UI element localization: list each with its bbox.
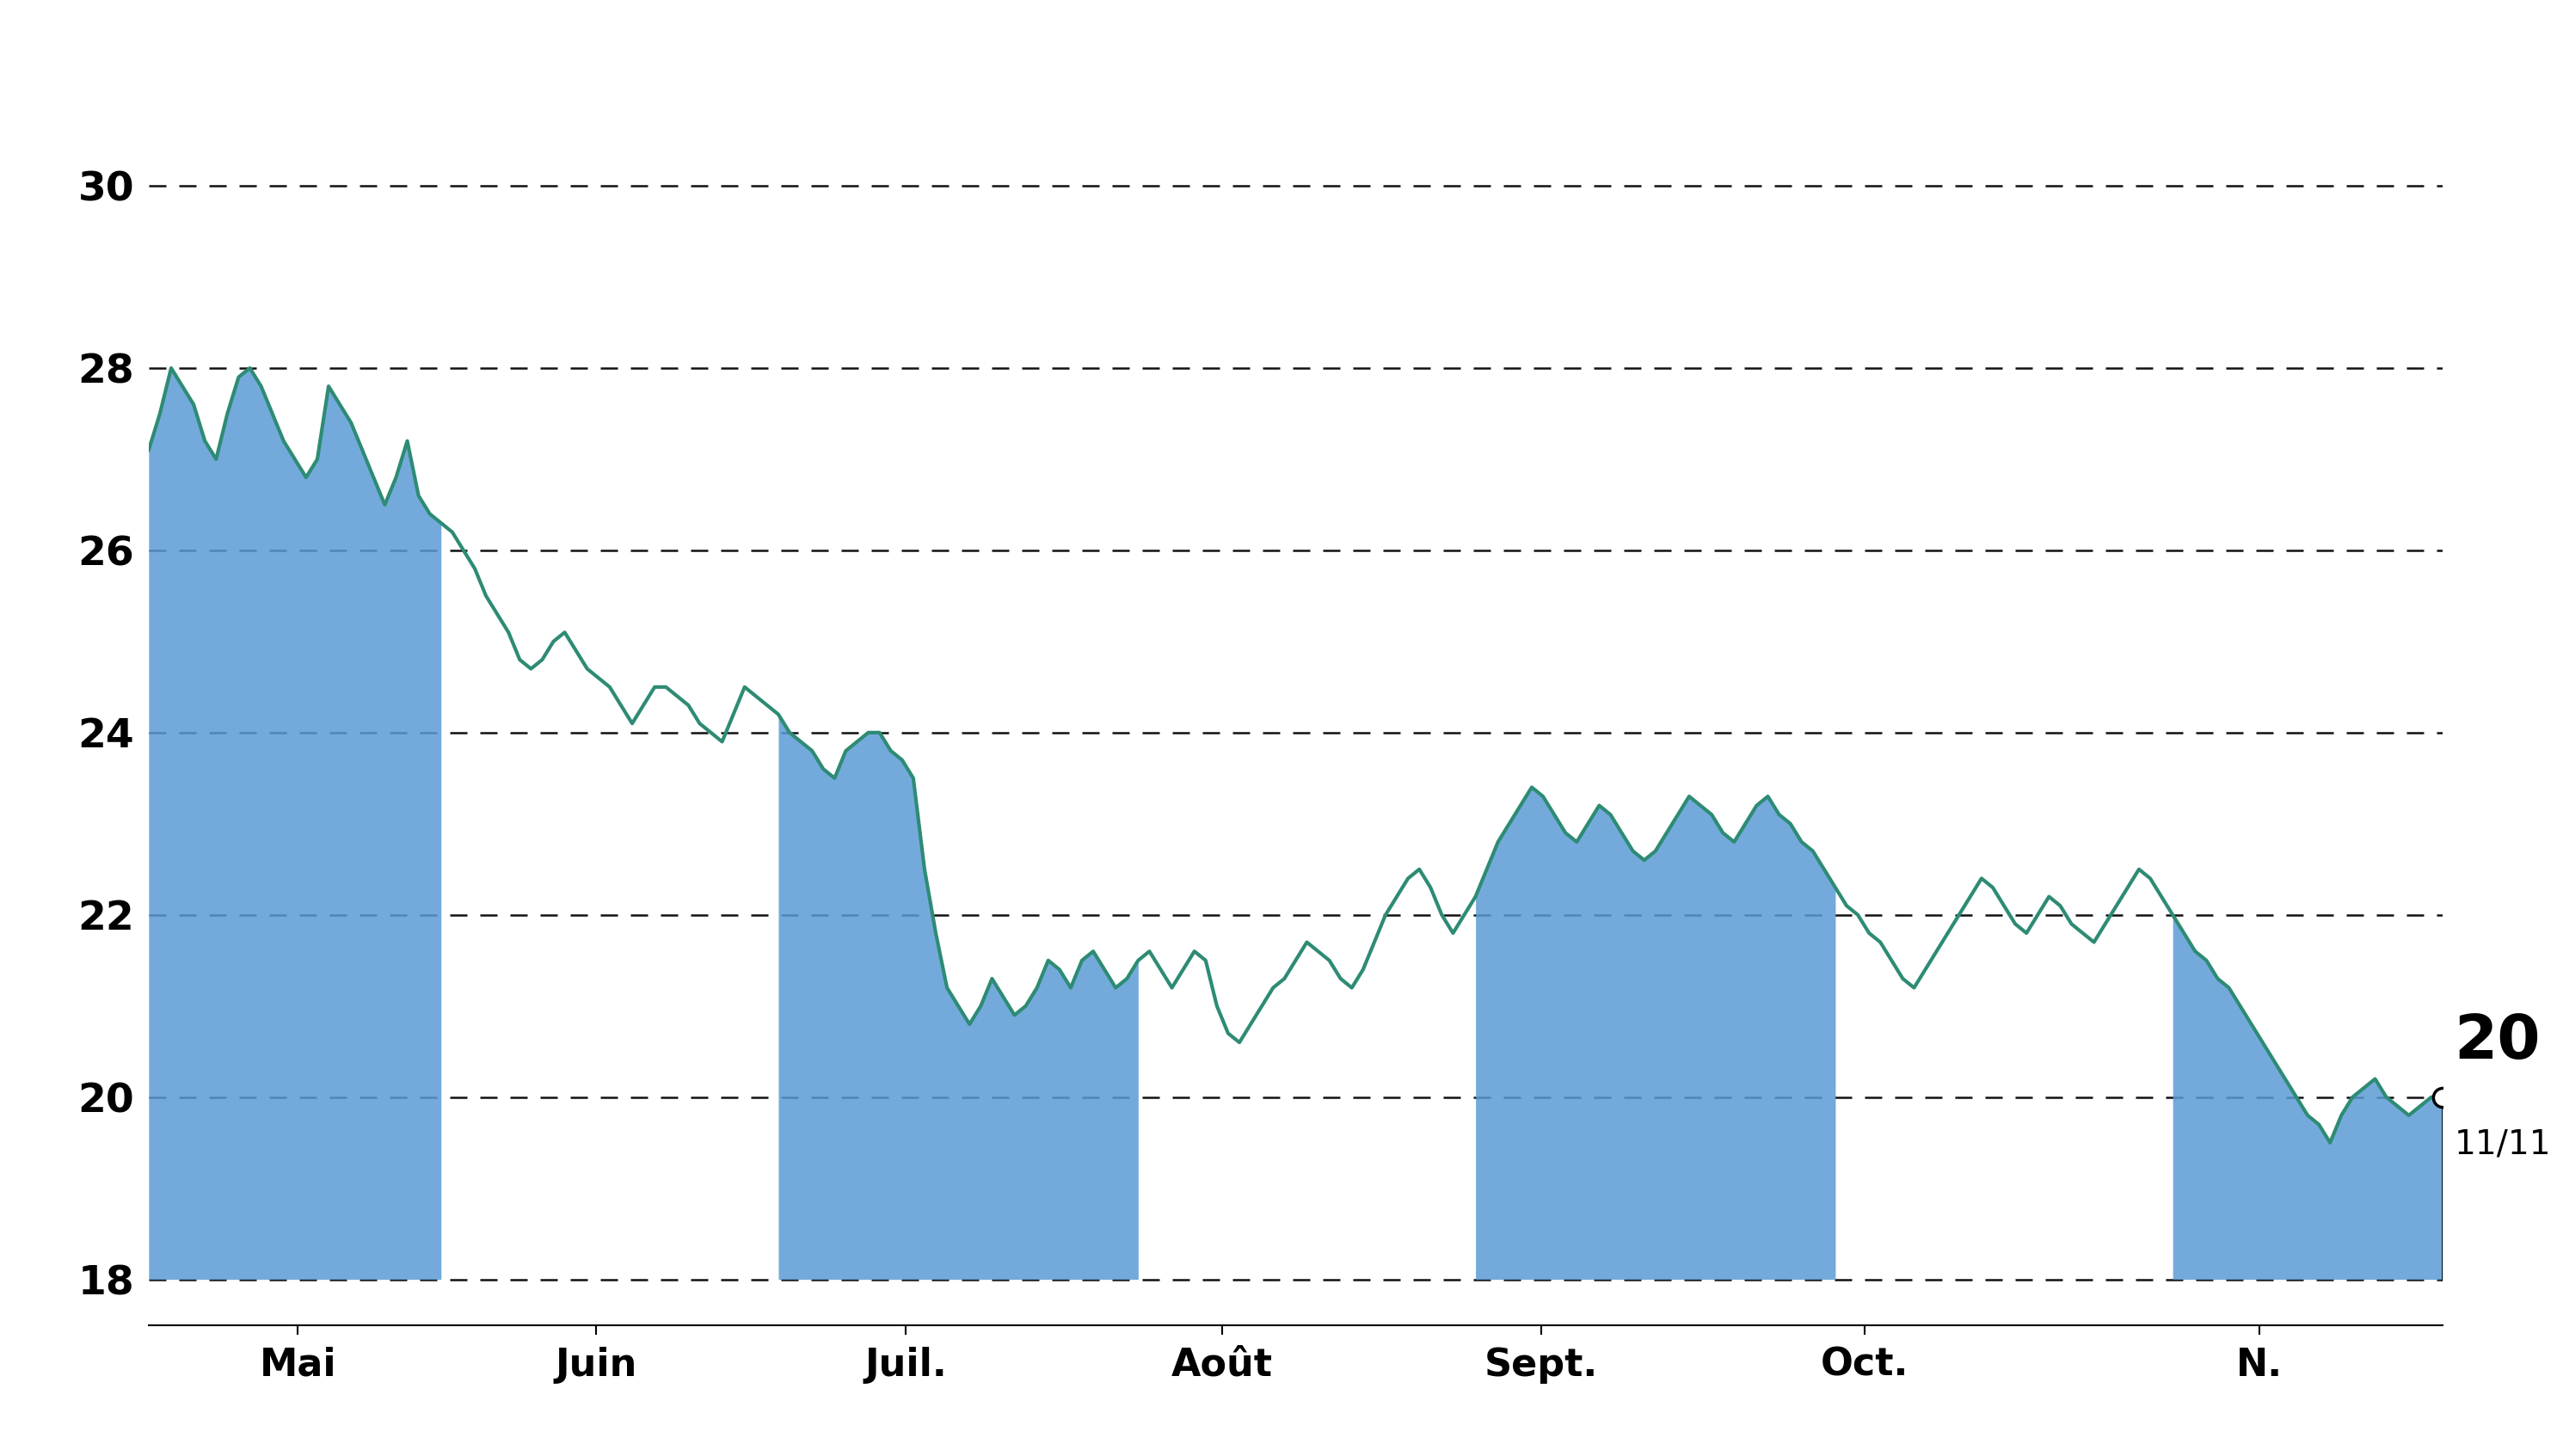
Text: 11/11: 11/11 <box>2453 1127 2550 1160</box>
Text: 20: 20 <box>2453 1012 2540 1072</box>
Text: GFT Technologies SE: GFT Technologies SE <box>797 22 1766 102</box>
